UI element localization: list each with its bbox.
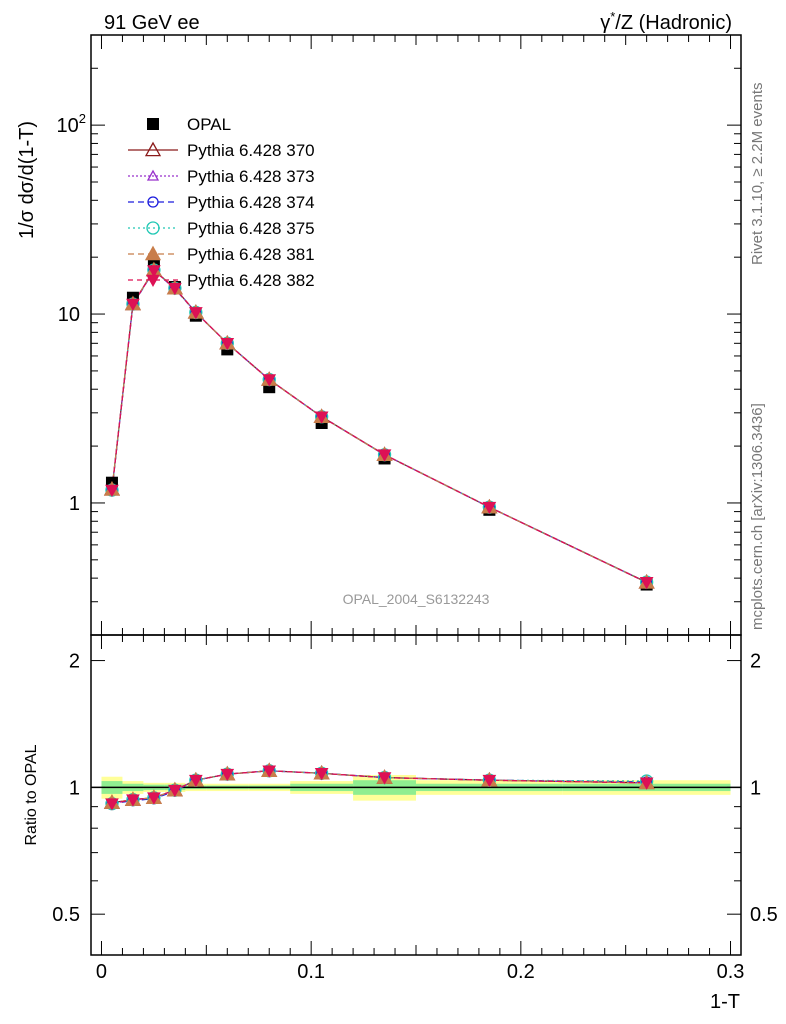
- watermark: OPAL_2004_S6132243: [343, 591, 490, 607]
- marker-s382: [188, 307, 203, 320]
- rivet-label: Rivet 3.1.10, ≥ 2.2M events: [749, 83, 766, 266]
- ratio-marker-s382: [482, 774, 497, 788]
- ratio-panel: 0.5 0.5 1 1 2 2 Ratio to OPAL 0 0.1 0.2 0.3 1-T: [23, 634, 778, 1013]
- right-title: γ*/Z (Hadronic): [600, 9, 732, 34]
- legend-marker-s374: [147, 196, 159, 208]
- ratio-marker-s382: [314, 767, 329, 781]
- legend-label: Pythia 6.428 373: [187, 167, 315, 186]
- main-y-axis-label: 1/σ dσ/d(1-T): [16, 121, 38, 239]
- marker-s382: [126, 298, 140, 312]
- legend-label: Pythia 6.428 370: [187, 141, 315, 160]
- marker-s382: [168, 282, 182, 296]
- x-tick-label: 0.1: [297, 961, 325, 983]
- marker-s382: [220, 338, 235, 351]
- legend-marker-s381: [144, 245, 162, 261]
- marker-s382: [482, 501, 497, 515]
- x-ticks: 0 0.1 0.2 0.3: [96, 635, 745, 983]
- ratio-marker-s382: [220, 768, 235, 782]
- legend-marker-s375: [146, 221, 160, 235]
- ratio-markers: [103, 762, 655, 811]
- main-y-tick-label: 10: [58, 304, 80, 326]
- ratio-y-tick-label-left: 1: [69, 777, 80, 799]
- legend-label: Pythia 6.428 374: [187, 193, 315, 212]
- ratio-y-ticks: 0.5 0.5 1 1 2 2: [52, 651, 778, 956]
- ratio-marker-s382: [639, 777, 654, 790]
- legend-marker-s370: [144, 141, 162, 157]
- marker-s382: [105, 484, 119, 498]
- ratio-y-tick-label-right: 0.5: [750, 904, 778, 926]
- legend-label: Pythia 6.428 381: [187, 245, 315, 264]
- marker-s382: [377, 449, 392, 462]
- ratio-line-s381: [111, 770, 647, 804]
- legend-marker-opal: [147, 118, 159, 130]
- left-title: 91 GeV ee: [104, 12, 200, 34]
- mcplots-label: mcplots.cern.ch [arXiv:1306.3436]: [749, 403, 766, 630]
- ratio-y-tick-label-right: 2: [750, 651, 761, 673]
- legend-marker-s373: [146, 169, 160, 181]
- x-axis-label: 1-T: [710, 991, 740, 1013]
- ratio-y-tick-label-left: 0.5: [52, 904, 80, 926]
- legend-label: Pythia 6.428 382: [187, 271, 315, 290]
- marker-s382: [314, 411, 329, 424]
- ratio-y-axis-label: Ratio to OPAL: [23, 744, 40, 845]
- ratio-y-tick-label-right: 1: [750, 777, 761, 799]
- ratio-marker-s382: [126, 794, 140, 807]
- legend: OPAL Pythia 6.428 370 Pythia 6.428 373 Pyth…: [128, 115, 315, 290]
- legend-marker-s382: [146, 274, 160, 288]
- ratio-marker-s382: [262, 765, 277, 778]
- x-tick-label: 0.3: [717, 961, 745, 983]
- marker-s382: [262, 374, 277, 387]
- x-tick-label: 0: [96, 961, 107, 983]
- x-tick-label: 0.2: [507, 961, 535, 983]
- ratio-marker-s382: [168, 784, 182, 798]
- main-y-tick-label: 1: [69, 493, 80, 515]
- legend-label: OPAL: [187, 115, 231, 134]
- ratio-marker-s382: [188, 774, 203, 788]
- marker-s382: [147, 265, 161, 278]
- marker-s382: [639, 577, 654, 590]
- ratio-y-tick-label-left: 2: [69, 651, 80, 673]
- main-y-tick-label: 102: [57, 111, 86, 137]
- series-line-s382: [111, 269, 647, 583]
- main-markers: [103, 258, 655, 591]
- main-y-ticks: 1 10 102: [57, 34, 741, 636]
- ratio-marker-s382: [147, 792, 161, 805]
- ratio-marker-s382: [105, 798, 119, 811]
- legend-label: Pythia 6.428 375: [187, 219, 315, 238]
- ratio-marker-s382: [377, 772, 392, 785]
